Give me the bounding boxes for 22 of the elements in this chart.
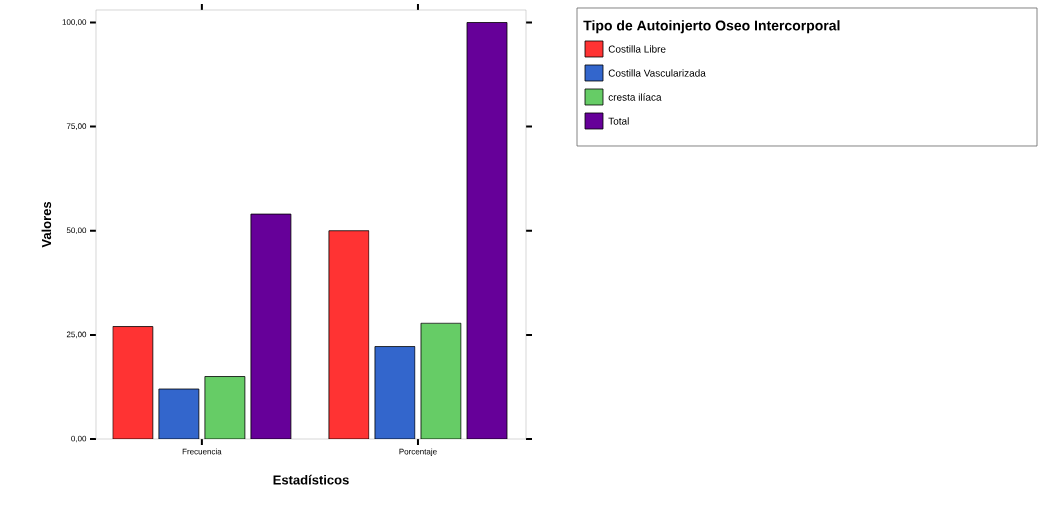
x-axis-title: Estadísticos <box>273 474 349 485</box>
legend-label: Costilla Vascularizada <box>608 69 706 77</box>
y-tick-label: 0,00 <box>71 435 87 443</box>
y-tick-label: 100,00 <box>62 19 87 26</box>
legend-label: Costilla Libre <box>608 45 666 53</box>
legend-label: cresta ilíaca <box>608 93 662 101</box>
bar <box>420 322 462 439</box>
x-tick-label: Frecuencia <box>182 448 222 455</box>
legend-title: Tipo de Autoinjerto Oseo Intercorporal <box>583 20 840 34</box>
legend-label: Total <box>608 117 629 125</box>
y-tick-label: 75,00 <box>66 123 87 130</box>
x-tick-label: Porcentaje <box>399 448 437 456</box>
bar <box>158 388 200 439</box>
bar <box>250 213 292 439</box>
y-tick-label: 25,00 <box>66 331 87 339</box>
bar <box>466 22 508 439</box>
bar <box>112 326 154 439</box>
bar <box>328 230 370 439</box>
bar <box>204 376 246 439</box>
y-tick-label: 50,00 <box>66 227 87 235</box>
y-axis-title: Valores <box>41 201 52 248</box>
bar <box>374 346 416 439</box>
